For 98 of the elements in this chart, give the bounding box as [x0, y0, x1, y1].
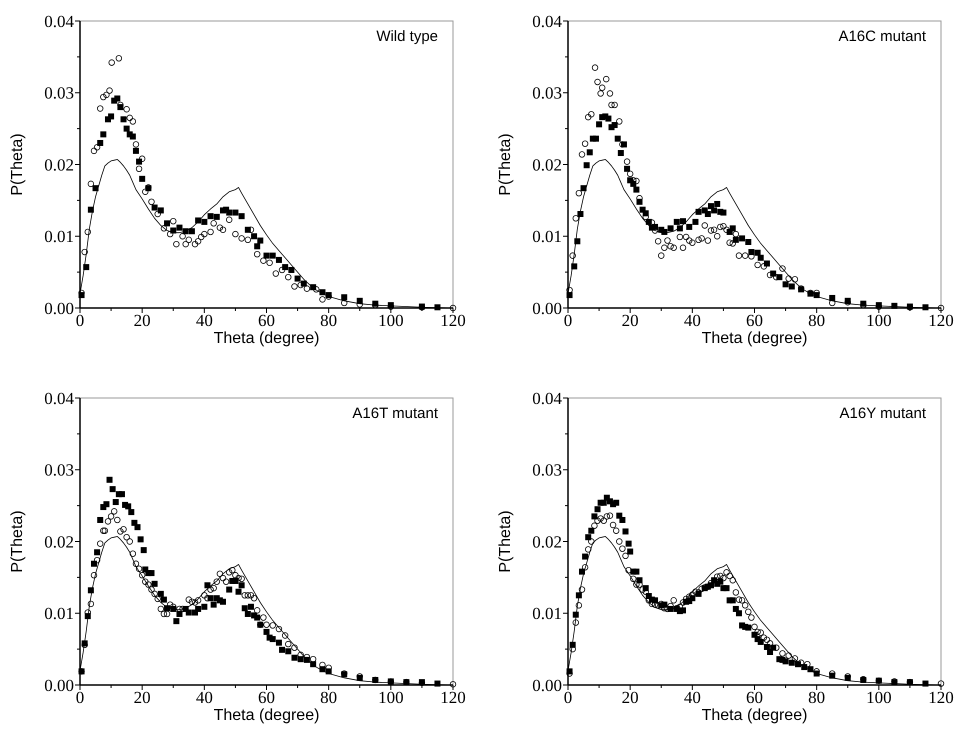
y-axis-title: P(Theta) [497, 510, 514, 573]
text: A16C mutant [838, 28, 927, 45]
y-tick-label: 0.01 [532, 227, 562, 246]
point [132, 148, 139, 154]
x-axis-title: Theta (degree) [702, 330, 808, 347]
point [170, 228, 176, 234]
point [288, 266, 294, 273]
x-tick-label: 0 [76, 688, 84, 707]
point [164, 220, 170, 226]
point [108, 113, 114, 120]
x-tick-label: 80 [808, 311, 826, 330]
x-tick-label: 20 [622, 688, 639, 707]
x-tick-label: 80 [320, 688, 338, 707]
point [319, 289, 326, 296]
x-tick-label: 100 [866, 688, 892, 707]
point [214, 214, 220, 220]
point [88, 206, 94, 213]
y-tick-label: 0.02 [44, 155, 74, 174]
point [226, 210, 232, 216]
point [100, 131, 106, 138]
x-tick-label: 60 [746, 688, 763, 707]
y-tick-label: 0.03 [44, 84, 74, 103]
x-tick-label: 0 [564, 311, 572, 330]
y-axis-title: P(Theta) [9, 133, 26, 196]
x-tick-label: 120 [928, 311, 954, 330]
point [276, 256, 282, 263]
point [195, 217, 202, 224]
x-tick-label: 40 [196, 311, 213, 330]
x-tick-label: 120 [440, 311, 466, 330]
y-tick-label: 0.00 [532, 298, 562, 318]
point [232, 210, 238, 216]
point [139, 176, 146, 182]
y-tick-label: 0.02 [532, 155, 562, 174]
text: Wild type [376, 28, 438, 45]
x-axis-title: Theta (degree) [702, 707, 808, 724]
point [294, 276, 301, 282]
point [208, 213, 214, 220]
y-tick-label: 0.04 [44, 12, 74, 31]
x-tick-label: 60 [746, 311, 763, 330]
x-tick-label: 100 [378, 311, 404, 330]
x-tick-label: 120 [440, 688, 466, 707]
y-tick-label: 0.02 [532, 532, 562, 552]
y-tick-label: 0.00 [44, 298, 74, 318]
x-tick-label: 100 [378, 688, 404, 707]
y-tick-label: 0.04 [532, 12, 562, 31]
x-tick-label: 0 [76, 311, 84, 330]
y-tick-label: 0.04 [532, 388, 562, 408]
y-tick-label: 0.01 [532, 604, 562, 624]
point [257, 238, 264, 244]
point [176, 224, 182, 231]
point [282, 264, 288, 270]
point [201, 218, 208, 225]
point [92, 185, 99, 192]
point [182, 228, 189, 234]
x-tick-label: 60 [258, 311, 275, 330]
point [270, 252, 276, 259]
y-tick-label: 0.03 [532, 84, 562, 103]
y-tick-label: 0.00 [532, 676, 562, 695]
y-axis-title: P(Theta) [497, 133, 514, 196]
point [158, 207, 164, 214]
y-tick-label: 0.02 [44, 532, 74, 552]
point [238, 213, 245, 220]
y-tick-label: 0.03 [532, 460, 562, 480]
text: A16T mutant [352, 405, 439, 422]
point [97, 140, 104, 146]
x-tick-label: 20 [134, 688, 151, 707]
x-tick-label: 40 [684, 688, 701, 707]
x-axis-title: Theta (degree) [214, 330, 320, 347]
x-tick-label: 80 [808, 688, 826, 707]
point [188, 228, 195, 234]
point [251, 233, 258, 240]
y-tick-label: 0.01 [44, 604, 74, 624]
x-tick-label: 40 [196, 688, 213, 707]
x-tick-label: 20 [134, 311, 151, 330]
x-tick-label: 40 [684, 311, 701, 330]
point [120, 116, 127, 122]
y-tick-label: 0.03 [44, 460, 74, 480]
y-tick-label: 0.04 [44, 388, 74, 408]
point [264, 252, 270, 259]
x-tick-label: 0 [564, 688, 572, 707]
x-tick-label: 60 [258, 688, 275, 707]
x-axis-title: Theta (degree) [214, 707, 320, 724]
point [130, 134, 136, 140]
point [83, 264, 90, 270]
x-tick-label: 80 [320, 311, 338, 330]
x-tick-label: 120 [928, 688, 954, 707]
point [152, 204, 158, 211]
point [254, 243, 260, 250]
y-tick-label: 0.01 [44, 227, 74, 246]
point [114, 95, 120, 102]
x-tick-label: 100 [866, 311, 892, 330]
point [434, 304, 440, 310]
x-tick-label: 20 [622, 311, 639, 330]
y-tick-label: 0.00 [44, 676, 74, 695]
point [124, 126, 130, 132]
y-axis-title: P(Theta) [9, 510, 26, 573]
point [341, 294, 348, 300]
text: A16Y mutant [840, 405, 927, 422]
